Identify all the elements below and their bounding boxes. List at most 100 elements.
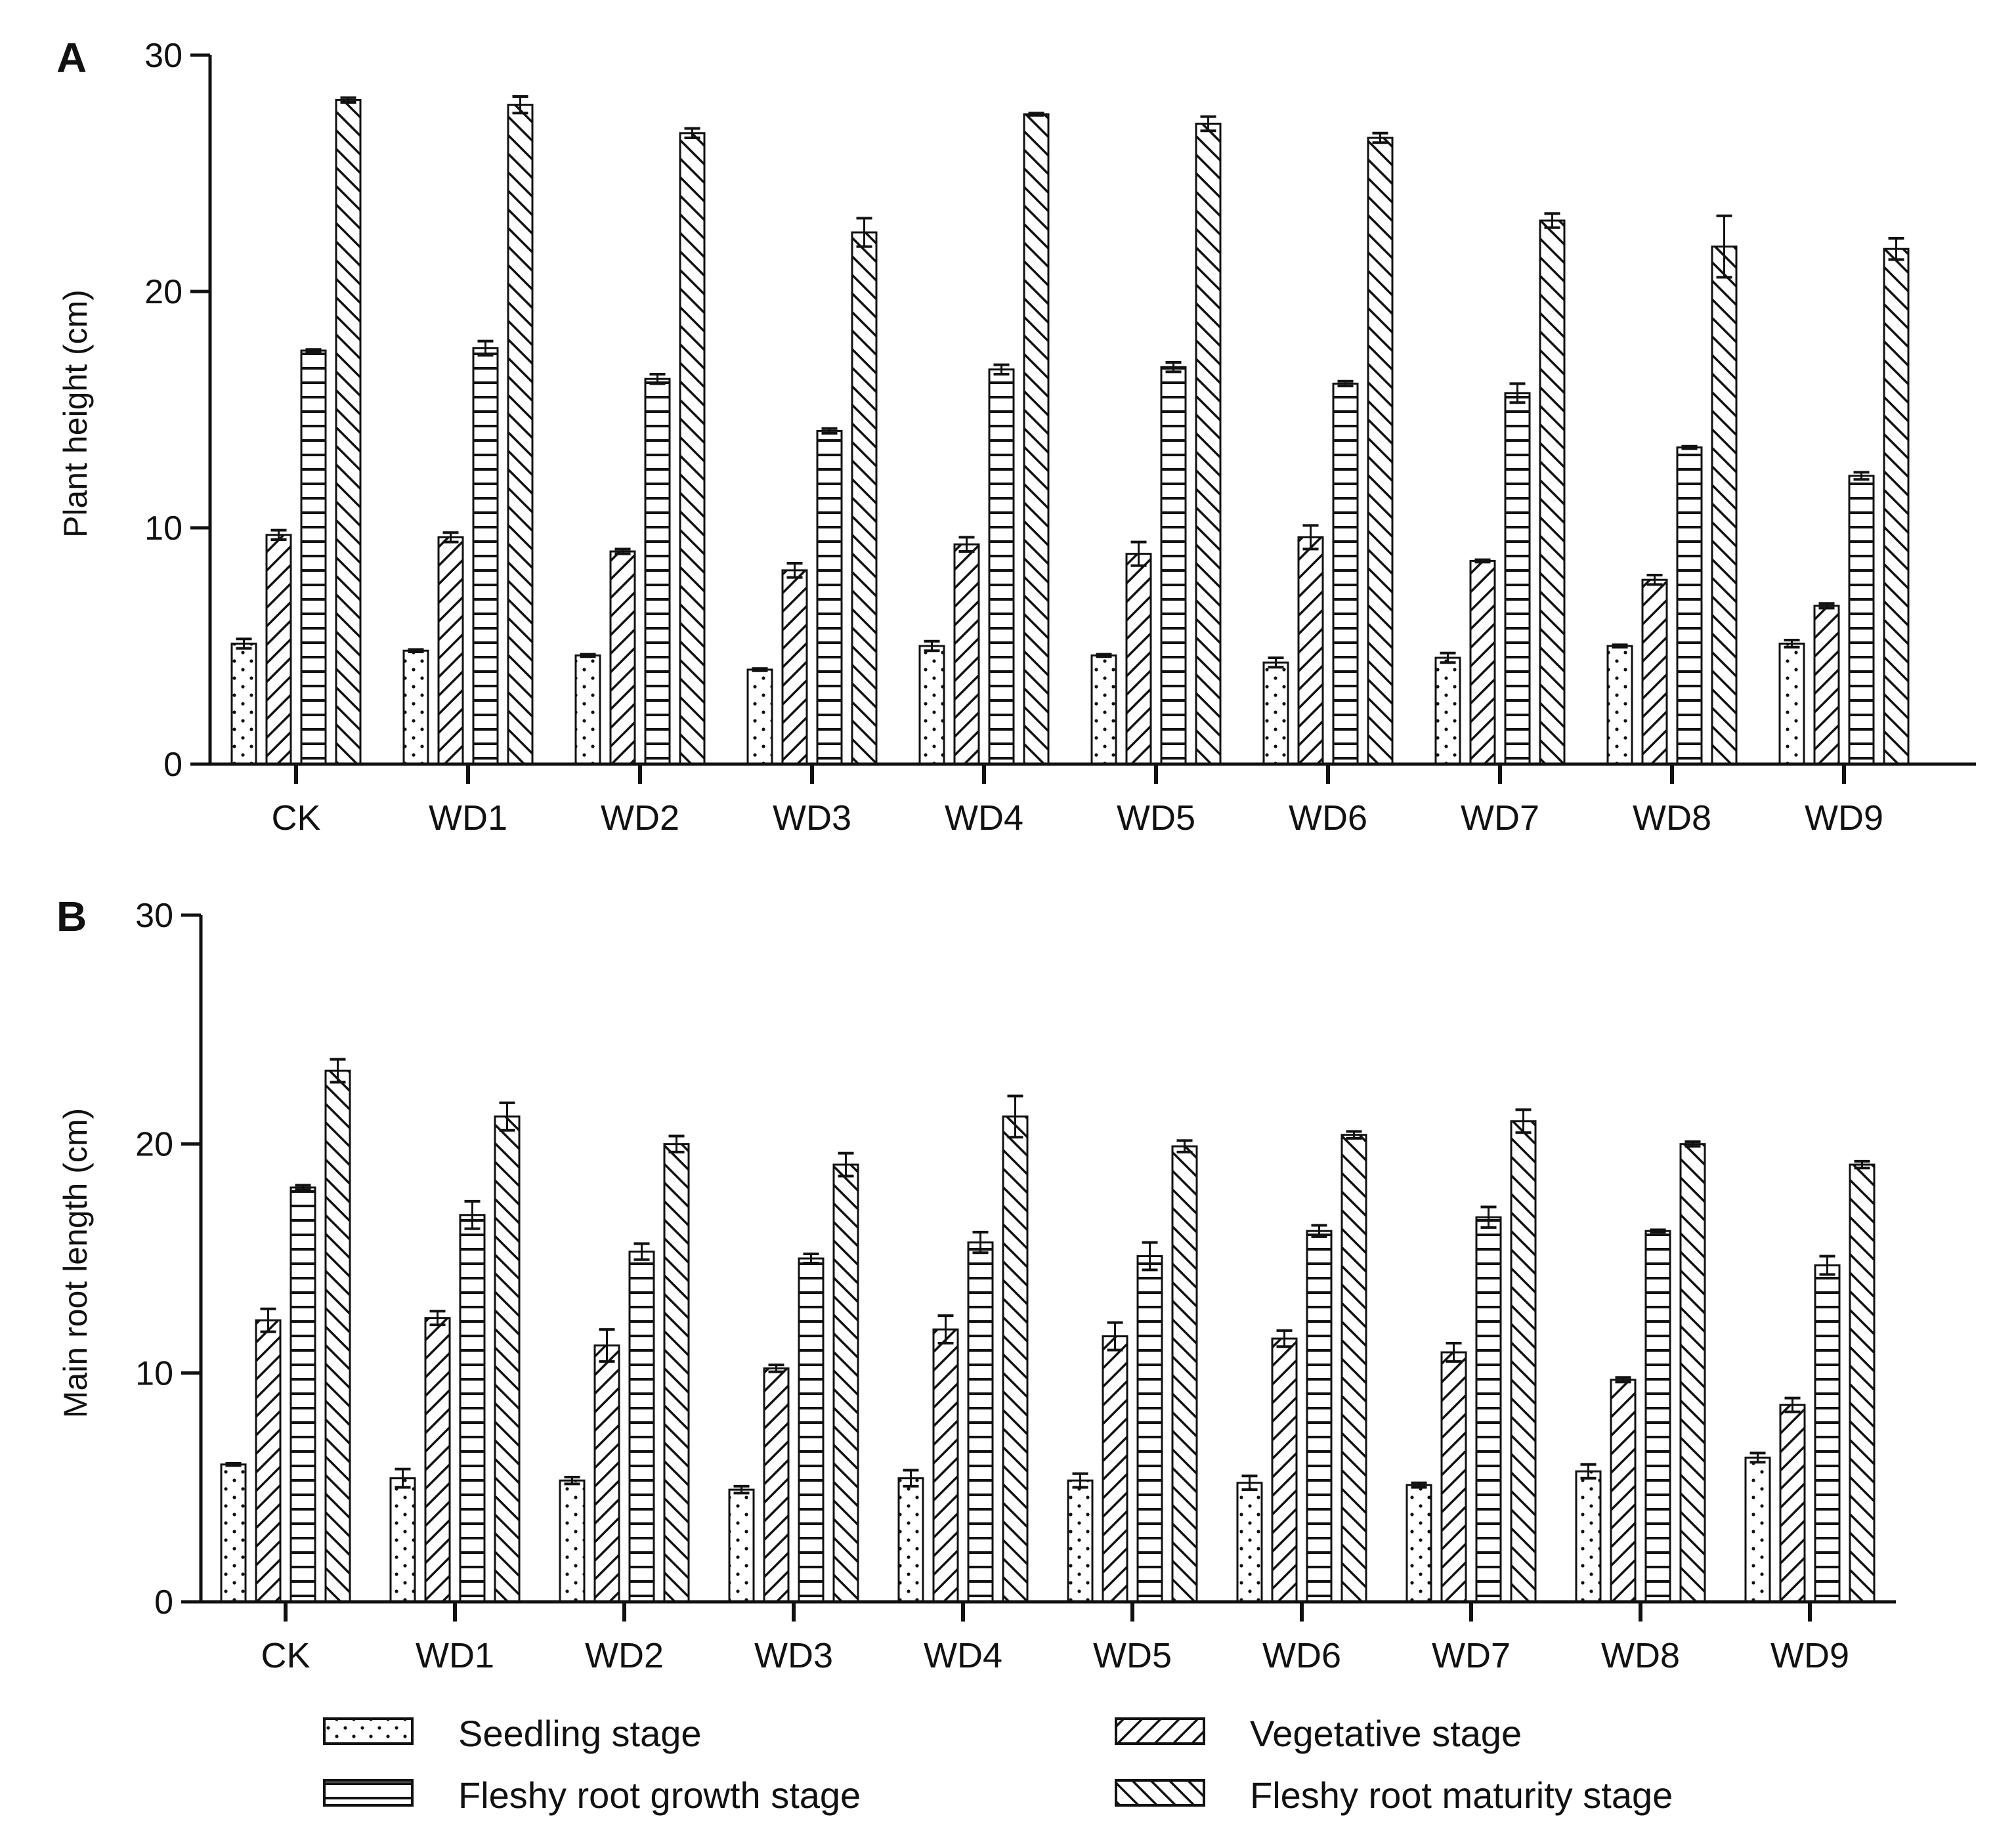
bar [897,1477,924,1603]
x-tick-label: WD4 [945,798,1023,838]
y-tick-label: 10 [144,509,182,548]
x-tick-label: WD8 [1633,798,1711,838]
bar [1271,1337,1298,1603]
bar [1849,1163,1876,1603]
bar [1067,1479,1094,1603]
plot-area: CK WD1 WD2 WD3 WD4 WD5 WD6 WD7 WD8 WD9 0 10 20 30 [135,897,1896,1675]
bar [300,349,327,765]
bar [1002,1115,1029,1603]
legend: Seedling stage Vegetative stage Fleshy roo… [323,1713,1673,1816]
bar [1171,1145,1198,1603]
bar [1575,1470,1602,1603]
bar [559,1479,586,1603]
bar [324,1069,351,1603]
bar [1136,1255,1163,1603]
x-tick-label: WD4 [924,1636,1002,1675]
legend-label: Vegetative stage [1250,1713,1522,1754]
bar [1341,1134,1367,1603]
bar [609,550,636,765]
legend-swatch [323,1717,414,1745]
x-tick-label: WD1 [416,1636,494,1675]
bar [1297,536,1324,765]
bar [1475,1216,1502,1603]
x-tick-label: WD7 [1432,1636,1511,1675]
bar [851,231,878,765]
x-tick-label: WD3 [754,1636,833,1675]
bar [507,104,534,765]
bar [763,1367,790,1603]
bar [1813,605,1840,765]
bar [1405,1484,1432,1603]
bar [679,132,706,765]
bar [472,347,499,765]
y-tick-label: 20 [144,273,182,311]
x-tick-label: WD9 [1770,1636,1849,1675]
x-tick-label: WD3 [773,798,851,838]
x-tick-label: WD5 [1093,1636,1172,1675]
bar [593,1344,620,1603]
bar [1160,366,1187,765]
bar [1306,1230,1333,1603]
bar [663,1143,690,1603]
bar [459,1214,486,1603]
bar [1504,392,1531,765]
bar [265,534,292,765]
bar [255,1319,282,1603]
bar [290,1186,316,1603]
x-tick-label: WD6 [1289,798,1367,838]
bar [967,1241,994,1603]
x-tick-label: WD2 [585,1636,664,1675]
bar [746,668,773,765]
bar [1779,1404,1806,1603]
bar [220,1463,247,1603]
bar [335,98,362,765]
x-tick-label: WD7 [1461,798,1539,838]
bar [1236,1482,1263,1603]
bar [932,1328,959,1603]
bar [402,649,429,765]
panel-b: B Main root length (cm) CK WD1 WD2 WD3 WD4 WD… [56,893,1896,1675]
legend-label: Fleshy root maturity stage [1250,1774,1673,1816]
bar [1644,1230,1671,1603]
x-tick-label: WD2 [601,798,679,838]
bar [1102,1335,1128,1603]
panel-letter: B [56,893,87,940]
plot-area: CK WD1 WD2 WD3 WD4 WD5 WD6 WD7 WD8 WD9 0 10 20 30 [144,37,1976,838]
bar [1606,645,1633,765]
bar [1332,382,1359,765]
bar [1778,642,1805,765]
x-tick-label: CK [261,1636,310,1675]
bar [574,654,601,765]
bar [1510,1120,1537,1603]
bar [918,645,945,765]
bar [424,1317,451,1603]
legend-label: Fleshy root growth stage [458,1774,861,1816]
bar [1883,247,1910,765]
bar [644,377,671,765]
bar [1711,246,1738,765]
legend-swatch [1115,1717,1205,1745]
bar [628,1251,655,1603]
bar [816,429,843,765]
bar [798,1257,825,1603]
bar [1539,219,1566,765]
bar [988,368,1015,765]
bar [781,569,808,765]
y-axis-title: Plant height (cm) [57,290,94,538]
bar [1469,559,1496,765]
bar [1641,578,1668,765]
bar [1262,661,1289,765]
x-tick-label: CK [271,798,320,838]
bar [437,536,464,765]
bar [1090,654,1117,765]
bar [494,1115,521,1603]
y-tick-label: 10 [135,1354,173,1392]
panel-letter: A [56,34,87,81]
panel-a: A Plant height (cm) CK WD1 WD2 WD3 WD4 WD5 WD6… [56,34,1976,838]
x-tick-label: WD9 [1805,798,1883,838]
bar [1195,122,1222,765]
bar [832,1163,859,1603]
x-tick-label: WD5 [1117,798,1195,838]
bar [1848,475,1875,765]
